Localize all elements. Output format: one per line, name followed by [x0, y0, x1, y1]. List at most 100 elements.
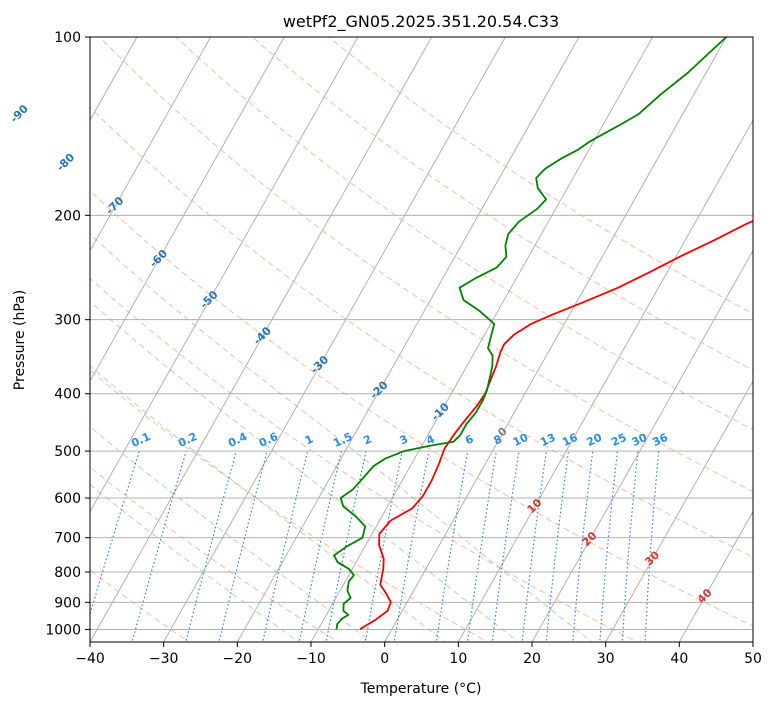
- isotherm-line: [531, 249, 753, 642]
- y-tick-label: 700: [54, 531, 81, 547]
- y-tick-label: 1000: [45, 622, 81, 638]
- mixing-ratio-line: [262, 450, 309, 642]
- isotherm-line: [236, 37, 580, 642]
- moist-adiabat-line: [90, 483, 300, 642]
- y-tick-label: 500: [54, 444, 81, 460]
- background-lines: [90, 37, 753, 642]
- y-tick-label: 100: [54, 30, 81, 46]
- mixing-ratio-label: 25: [609, 431, 628, 449]
- mixing-ratio-label: 0.1: [129, 430, 152, 450]
- x-tick-label: −30: [149, 651, 179, 667]
- isotherm-label: -90: [8, 102, 31, 125]
- mixing-ratio-label: 0.6: [257, 430, 280, 450]
- isotherm-label: -20: [367, 378, 390, 401]
- mixing-ratio-line: [644, 451, 660, 642]
- mixing-ratio-line: [393, 450, 430, 642]
- x-tick-label: 40: [670, 651, 688, 667]
- mixing-ratio-label: 0.2: [176, 430, 199, 450]
- mixing-ratio-line: [621, 451, 639, 642]
- mixing-ratio-label: 36: [651, 431, 671, 449]
- moist-adiabat-line: [90, 233, 593, 642]
- mixing-ratio-label: 3: [398, 432, 410, 447]
- dry-adiabat-line: [251, 37, 753, 371]
- isotherm-label: -10: [429, 400, 452, 423]
- mixing-ratio-line: [599, 451, 618, 642]
- y-tick-label: 900: [54, 595, 81, 611]
- isotherm-label: 30: [642, 548, 662, 568]
- isotherm-line: [90, 37, 359, 513]
- dry-adiabat-line: [90, 369, 489, 642]
- isotherm-line: [678, 510, 753, 642]
- mixing-ratio-label: 30: [630, 431, 650, 449]
- mixing-ratio-line: [491, 451, 520, 642]
- y-axis: 100 200 300 400 500 600 700 800 900 1000: [45, 30, 90, 638]
- isotherm-line: [457, 119, 753, 642]
- isotherm-label: 10: [525, 496, 545, 516]
- mixing-ratio-line: [185, 450, 237, 642]
- plot-frame: [89, 36, 754, 643]
- isotherm-label: 20: [580, 529, 600, 549]
- chart-title: wetPf2_GN05.2025.351.20.54.C33: [283, 12, 559, 32]
- isotherm-line: [163, 37, 506, 642]
- moist-adiabat-line: [90, 365, 446, 642]
- isotherm-line: [384, 37, 727, 642]
- isotherm-line: [90, 37, 285, 383]
- y-axis-label: Pressure (hPa): [12, 290, 28, 390]
- y-tick-label: 200: [54, 208, 81, 224]
- mixing-ratio-label: 6: [463, 432, 476, 447]
- mixing-ratio-line: [435, 451, 469, 642]
- x-axis: −40 −30 −20 −10 0 10 20 30 40 50: [75, 642, 762, 667]
- dry-adiabat-line: [90, 190, 753, 627]
- mixing-ratio-line: [466, 451, 497, 642]
- pressure-gridlines: [90, 37, 753, 630]
- dry-adiabat-line: [90, 277, 639, 642]
- mixing-ratio-label: 0.4: [226, 430, 249, 450]
- isotherm-label: -80: [54, 150, 77, 173]
- x-tick-label: −20: [223, 651, 253, 667]
- dry-adiabat-line: [90, 466, 340, 642]
- x-axis-label: Temperature (°C): [360, 681, 482, 697]
- line-labels: -100-90-80-70-60-50-40-30-20-10010203040…: [8, 102, 715, 606]
- x-tick-label: 30: [597, 651, 615, 667]
- mixing-ratio-line: [521, 451, 547, 642]
- mixing-ratio-line: [298, 450, 342, 642]
- mixing-ratio-label: 13: [538, 431, 557, 449]
- y-tick-label: 300: [54, 313, 81, 329]
- x-tick-label: 10: [449, 651, 467, 667]
- profile-line: [333, 37, 727, 630]
- isotherm-line: [310, 37, 654, 642]
- mixing-ratio-line: [131, 450, 187, 642]
- isotherm-line: [752, 641, 753, 642]
- isotherm-label: -40: [251, 324, 274, 347]
- mixing-ratio-label: 2: [361, 432, 373, 447]
- mixing-ratio-label: 16: [560, 431, 580, 449]
- mixing-ratio-line: [218, 450, 268, 642]
- dry-adiabat-line: [90, 106, 753, 558]
- mixing-ratio-line: [364, 450, 403, 642]
- mixing-ratio-label: 20: [585, 431, 605, 449]
- moist-adiabat-line: [90, 300, 520, 642]
- y-tick-label: 800: [54, 565, 81, 581]
- isotherm-label: -70: [103, 194, 126, 217]
- y-tick-label: 400: [54, 387, 81, 403]
- x-tick-label: 50: [744, 651, 762, 667]
- x-tick-label: −40: [75, 651, 105, 667]
- mixing-ratio-label: 1: [303, 432, 315, 447]
- isotherm-line: [90, 37, 433, 642]
- dry-adiabat-line: [175, 37, 753, 431]
- y-tick-label: 600: [54, 491, 81, 507]
- isotherm-label: -30: [308, 353, 331, 376]
- isotherm-label: -60: [147, 247, 170, 270]
- isotherm-line: [605, 380, 753, 642]
- profile-line: [359, 220, 753, 631]
- dry-adiabat-line: [99, 37, 753, 493]
- isotherm-label: 40: [695, 586, 715, 606]
- isotherm-line: [90, 37, 212, 252]
- x-tick-label: 20: [523, 651, 541, 667]
- profile-series: [333, 37, 753, 631]
- x-tick-label: −10: [296, 651, 326, 667]
- mixing-ratio-label: 10: [511, 431, 531, 449]
- x-tick-label: 0: [380, 651, 389, 667]
- mixing-ratio-label: 1.5: [331, 430, 354, 450]
